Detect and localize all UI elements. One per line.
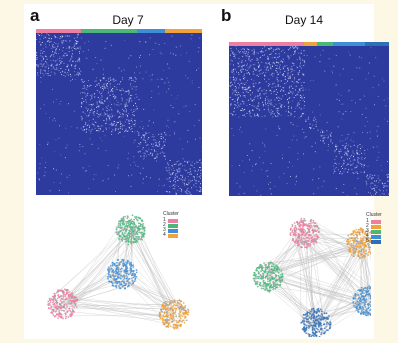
cluster-bar-segment xyxy=(137,29,166,33)
cluster-bar-segment xyxy=(36,29,81,33)
legend-label: 4 xyxy=(163,232,166,238)
legend-item: 4 xyxy=(366,234,383,239)
network-cluster-2 xyxy=(115,214,146,246)
heatmap-speckles xyxy=(229,46,389,196)
legend-swatch xyxy=(168,233,178,238)
legend-label: 4 xyxy=(366,233,369,239)
panel-b-letter: b xyxy=(221,6,232,25)
legend-label: 2 xyxy=(163,222,166,228)
network-cluster-4 xyxy=(158,299,190,330)
legend-item: 1 xyxy=(366,219,383,224)
legend-item: 5 xyxy=(366,239,383,244)
network-cluster-1 xyxy=(47,288,79,320)
panel-b-network xyxy=(252,217,371,337)
heatmap-background xyxy=(229,46,389,196)
legend-swatch xyxy=(371,224,381,229)
network-cluster-2 xyxy=(345,227,371,259)
network-cluster-1 xyxy=(289,217,320,249)
cluster-bar-segment xyxy=(316,42,333,46)
legend-swatch xyxy=(168,218,178,223)
cluster-bar-segment xyxy=(304,42,317,46)
legend-swatch xyxy=(371,219,381,224)
network-cluster-5 xyxy=(300,307,332,337)
panel-b-heatmap xyxy=(229,46,389,196)
legend-item: 4 xyxy=(163,233,180,238)
panel-a-cluster-bar xyxy=(36,29,202,33)
panel-a-letter: a xyxy=(30,6,40,25)
heatmap-speckles xyxy=(36,33,202,195)
cluster-bar-segment xyxy=(165,29,202,33)
legend-label: 5 xyxy=(366,238,369,244)
legend-swatch xyxy=(168,223,178,228)
network-edges xyxy=(48,215,188,328)
panel-b-legend-title: Cluster xyxy=(366,212,382,218)
legend-label: 3 xyxy=(163,227,166,233)
legend-label: 3 xyxy=(366,228,369,234)
legend-swatch xyxy=(168,228,178,233)
network-cluster-3 xyxy=(106,258,138,290)
legend-item: 3 xyxy=(366,229,383,234)
legend-swatch xyxy=(371,229,381,234)
panel-a-heatmap xyxy=(36,33,202,195)
legend-item: 2 xyxy=(366,224,383,229)
cluster-bar-segment xyxy=(364,42,389,46)
panel-b-title: Day 14 xyxy=(284,13,324,27)
panel-a-legend-title: Cluster xyxy=(163,211,179,217)
cluster-bar-segment xyxy=(229,42,305,46)
network-cluster-4 xyxy=(352,285,371,317)
panel-a-network xyxy=(47,214,190,330)
cluster-bar-segment xyxy=(332,42,365,46)
legend-label: 1 xyxy=(163,217,166,223)
cluster-bar-segment xyxy=(80,29,138,33)
legend-swatch xyxy=(371,234,381,239)
legend-label: 1 xyxy=(366,218,369,224)
network-cluster-3 xyxy=(252,261,284,293)
legend-item: 3 xyxy=(163,228,180,233)
panel-a-title: Day 7 xyxy=(112,13,144,27)
heatmap-background xyxy=(36,33,202,195)
legend-label: 2 xyxy=(366,223,369,229)
legend-item: 1 xyxy=(163,218,180,223)
legend-swatch xyxy=(371,239,381,244)
panel-b-cluster-bar xyxy=(229,42,389,46)
legend-item: 2 xyxy=(163,223,180,228)
